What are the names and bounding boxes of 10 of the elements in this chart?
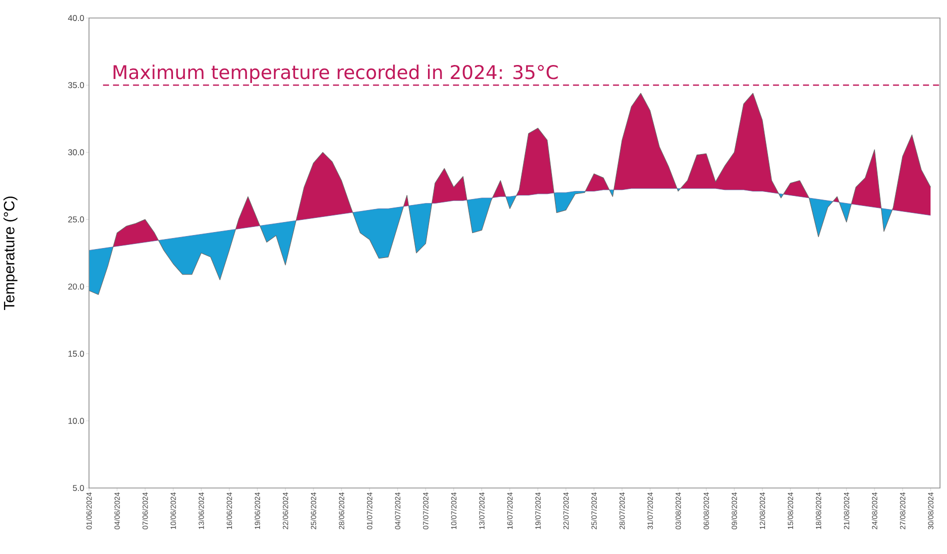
y-tick-label: 25.0 [68, 216, 84, 222]
ref-line-label: Maximum temperature recorded in 2024: 35°C [114, 64, 558, 83]
y-tick-label: 40.0 [68, 15, 84, 21]
y-tick-label: 15.0 [68, 350, 84, 357]
y-tick-label: 30.0 [68, 149, 84, 156]
y-tick-label: 10.0 [68, 418, 84, 424]
y-axis-title: Temperature (°C) [3, 196, 18, 310]
y-tick-label: 20.0 [68, 284, 84, 290]
y-tick-label: 35.0 [68, 82, 84, 88]
y-tick-label: 5.0 [72, 485, 84, 491]
